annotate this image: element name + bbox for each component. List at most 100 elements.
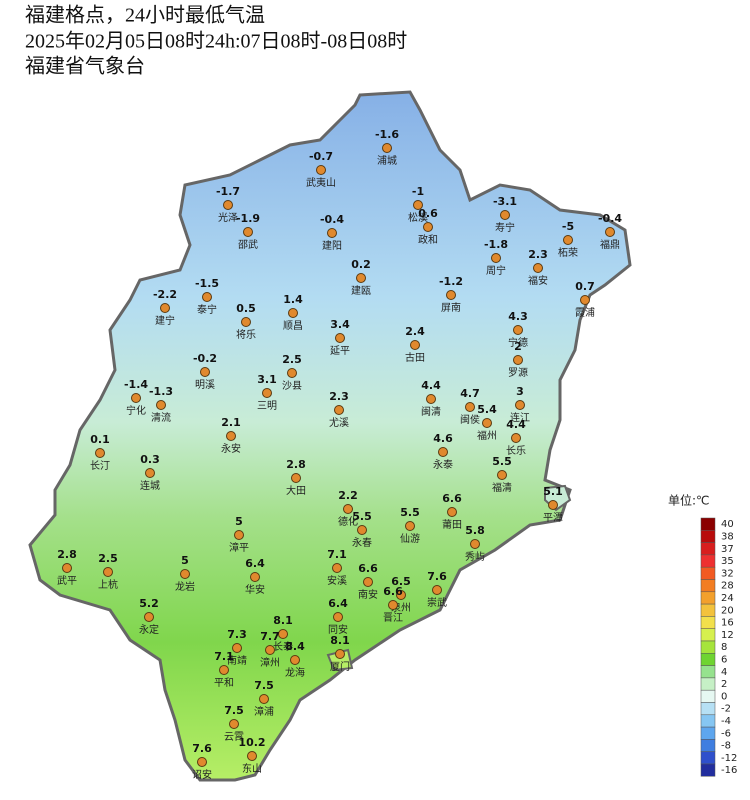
- watermark-text: 均可下载看福清APP: [331, 769, 429, 783]
- station-name: 大田: [286, 484, 306, 497]
- station-dot: [144, 612, 154, 622]
- station-name: 泰宁: [197, 303, 217, 316]
- station-name: 建阳: [322, 239, 342, 252]
- station-name: 永泰: [433, 458, 453, 471]
- station-value: -0.2: [193, 352, 217, 365]
- station-value: -1.2: [439, 275, 463, 288]
- station-name: 顺昌: [283, 320, 303, 332]
- station-name: 连江: [510, 411, 530, 424]
- station-value: 6.4: [328, 597, 348, 610]
- watermark-text: 手机应用商店搜索看福清: [320, 753, 441, 767]
- station-dot: [396, 590, 406, 600]
- station-value: 6.6: [442, 492, 462, 505]
- station-name: 清流: [151, 411, 171, 424]
- station-name: 华安: [245, 583, 265, 596]
- legend-swatch: [700, 751, 716, 765]
- station-value: -5: [562, 220, 574, 233]
- station-name: 永定: [139, 623, 159, 636]
- station-value: -1.6: [375, 128, 399, 141]
- legend-label: 20: [721, 605, 734, 616]
- station-dot: [287, 368, 297, 378]
- legend-swatch: [700, 763, 716, 777]
- station-dot: [432, 585, 442, 595]
- station-dot: [243, 227, 253, 237]
- station-name: 宁德: [508, 336, 528, 349]
- station-dot: [533, 263, 543, 273]
- station-value: 7.7: [260, 630, 280, 643]
- station-value: 2.3: [329, 390, 349, 403]
- station-name: 尤溪: [329, 416, 349, 429]
- legend-label: 28: [721, 581, 734, 592]
- station-dot: [413, 200, 423, 210]
- station-value: 2.2: [338, 489, 358, 502]
- station-value: 7.1: [214, 650, 234, 663]
- station-value: 6.4: [245, 557, 265, 570]
- station-name: 建瓯: [351, 284, 371, 297]
- legend-label: -8: [721, 741, 731, 752]
- station-name: 光泽: [218, 211, 238, 224]
- station-name: 平和: [214, 677, 234, 689]
- station-value: 4.4: [506, 418, 526, 431]
- station-dot: [446, 290, 456, 300]
- legend-swatch: [700, 689, 716, 703]
- station-value: 2.8: [286, 458, 306, 471]
- station-dot: [357, 525, 367, 535]
- station-name: 福州: [477, 429, 497, 442]
- station-dot: [605, 227, 615, 237]
- station-value: -1.9: [236, 212, 260, 225]
- station-dot: [259, 694, 269, 704]
- station-dot: [580, 295, 590, 305]
- station-value: 5.5: [400, 506, 420, 519]
- station-name: 诏安: [192, 768, 212, 781]
- station-value: -1.4: [124, 378, 148, 391]
- station-value: 0.5: [236, 302, 256, 315]
- station-name: 连城: [140, 479, 160, 492]
- station-name: 南靖: [227, 654, 247, 667]
- station-value: -1: [412, 185, 424, 198]
- station-value: 2.4: [405, 325, 425, 338]
- legend-label: 16: [721, 618, 734, 629]
- station-value: 5.8: [465, 524, 485, 537]
- station-name: 建宁: [155, 314, 175, 327]
- station-name: 柘荣: [558, 246, 578, 259]
- station-dot: [160, 303, 170, 313]
- station-dot: [327, 228, 337, 238]
- station-name: 德化: [338, 515, 358, 528]
- station-name: 古田: [405, 351, 425, 364]
- station-value: 6.6: [358, 562, 378, 575]
- station-value: 4.7: [460, 387, 480, 400]
- station-value: 2.3: [528, 248, 548, 261]
- legend-swatch: [700, 566, 716, 580]
- station-name: 长汀: [90, 460, 110, 472]
- station-name: 厦门: [330, 660, 350, 673]
- station-value: 8.1: [330, 634, 350, 647]
- station-name: 晋江: [383, 612, 403, 624]
- station-value: -0.7: [309, 150, 333, 163]
- legend-label: 12: [721, 630, 734, 641]
- station-name: 武平: [57, 574, 77, 587]
- station-name: 霞浦: [575, 306, 595, 319]
- station-name: 福鼎: [600, 238, 620, 251]
- station-dot: [180, 569, 190, 579]
- station-name: 漳平: [229, 541, 249, 554]
- station-value: 5.1: [543, 485, 563, 498]
- station-value: 7.6: [192, 742, 212, 755]
- legend-swatch: [700, 640, 716, 654]
- station-dot: [438, 447, 448, 457]
- station-value: 10.2: [238, 736, 265, 749]
- watermark-logo: 看福清: [321, 690, 429, 731]
- station-dot: [511, 433, 521, 443]
- legend-swatch: [700, 628, 716, 642]
- legend-swatch: [700, 517, 716, 531]
- station-value: -0.4: [598, 212, 622, 225]
- station-dot: [288, 308, 298, 318]
- station-value: 8.4: [285, 640, 305, 653]
- legend-swatch: [700, 665, 716, 679]
- station-value: -1.7: [216, 185, 240, 198]
- station-value: 5.4: [477, 403, 497, 416]
- legend-label: 35: [721, 556, 734, 567]
- station-dot: [482, 418, 492, 428]
- station-dot: [363, 577, 373, 587]
- station-dot: [343, 504, 353, 514]
- station-value: 4.6: [433, 432, 453, 445]
